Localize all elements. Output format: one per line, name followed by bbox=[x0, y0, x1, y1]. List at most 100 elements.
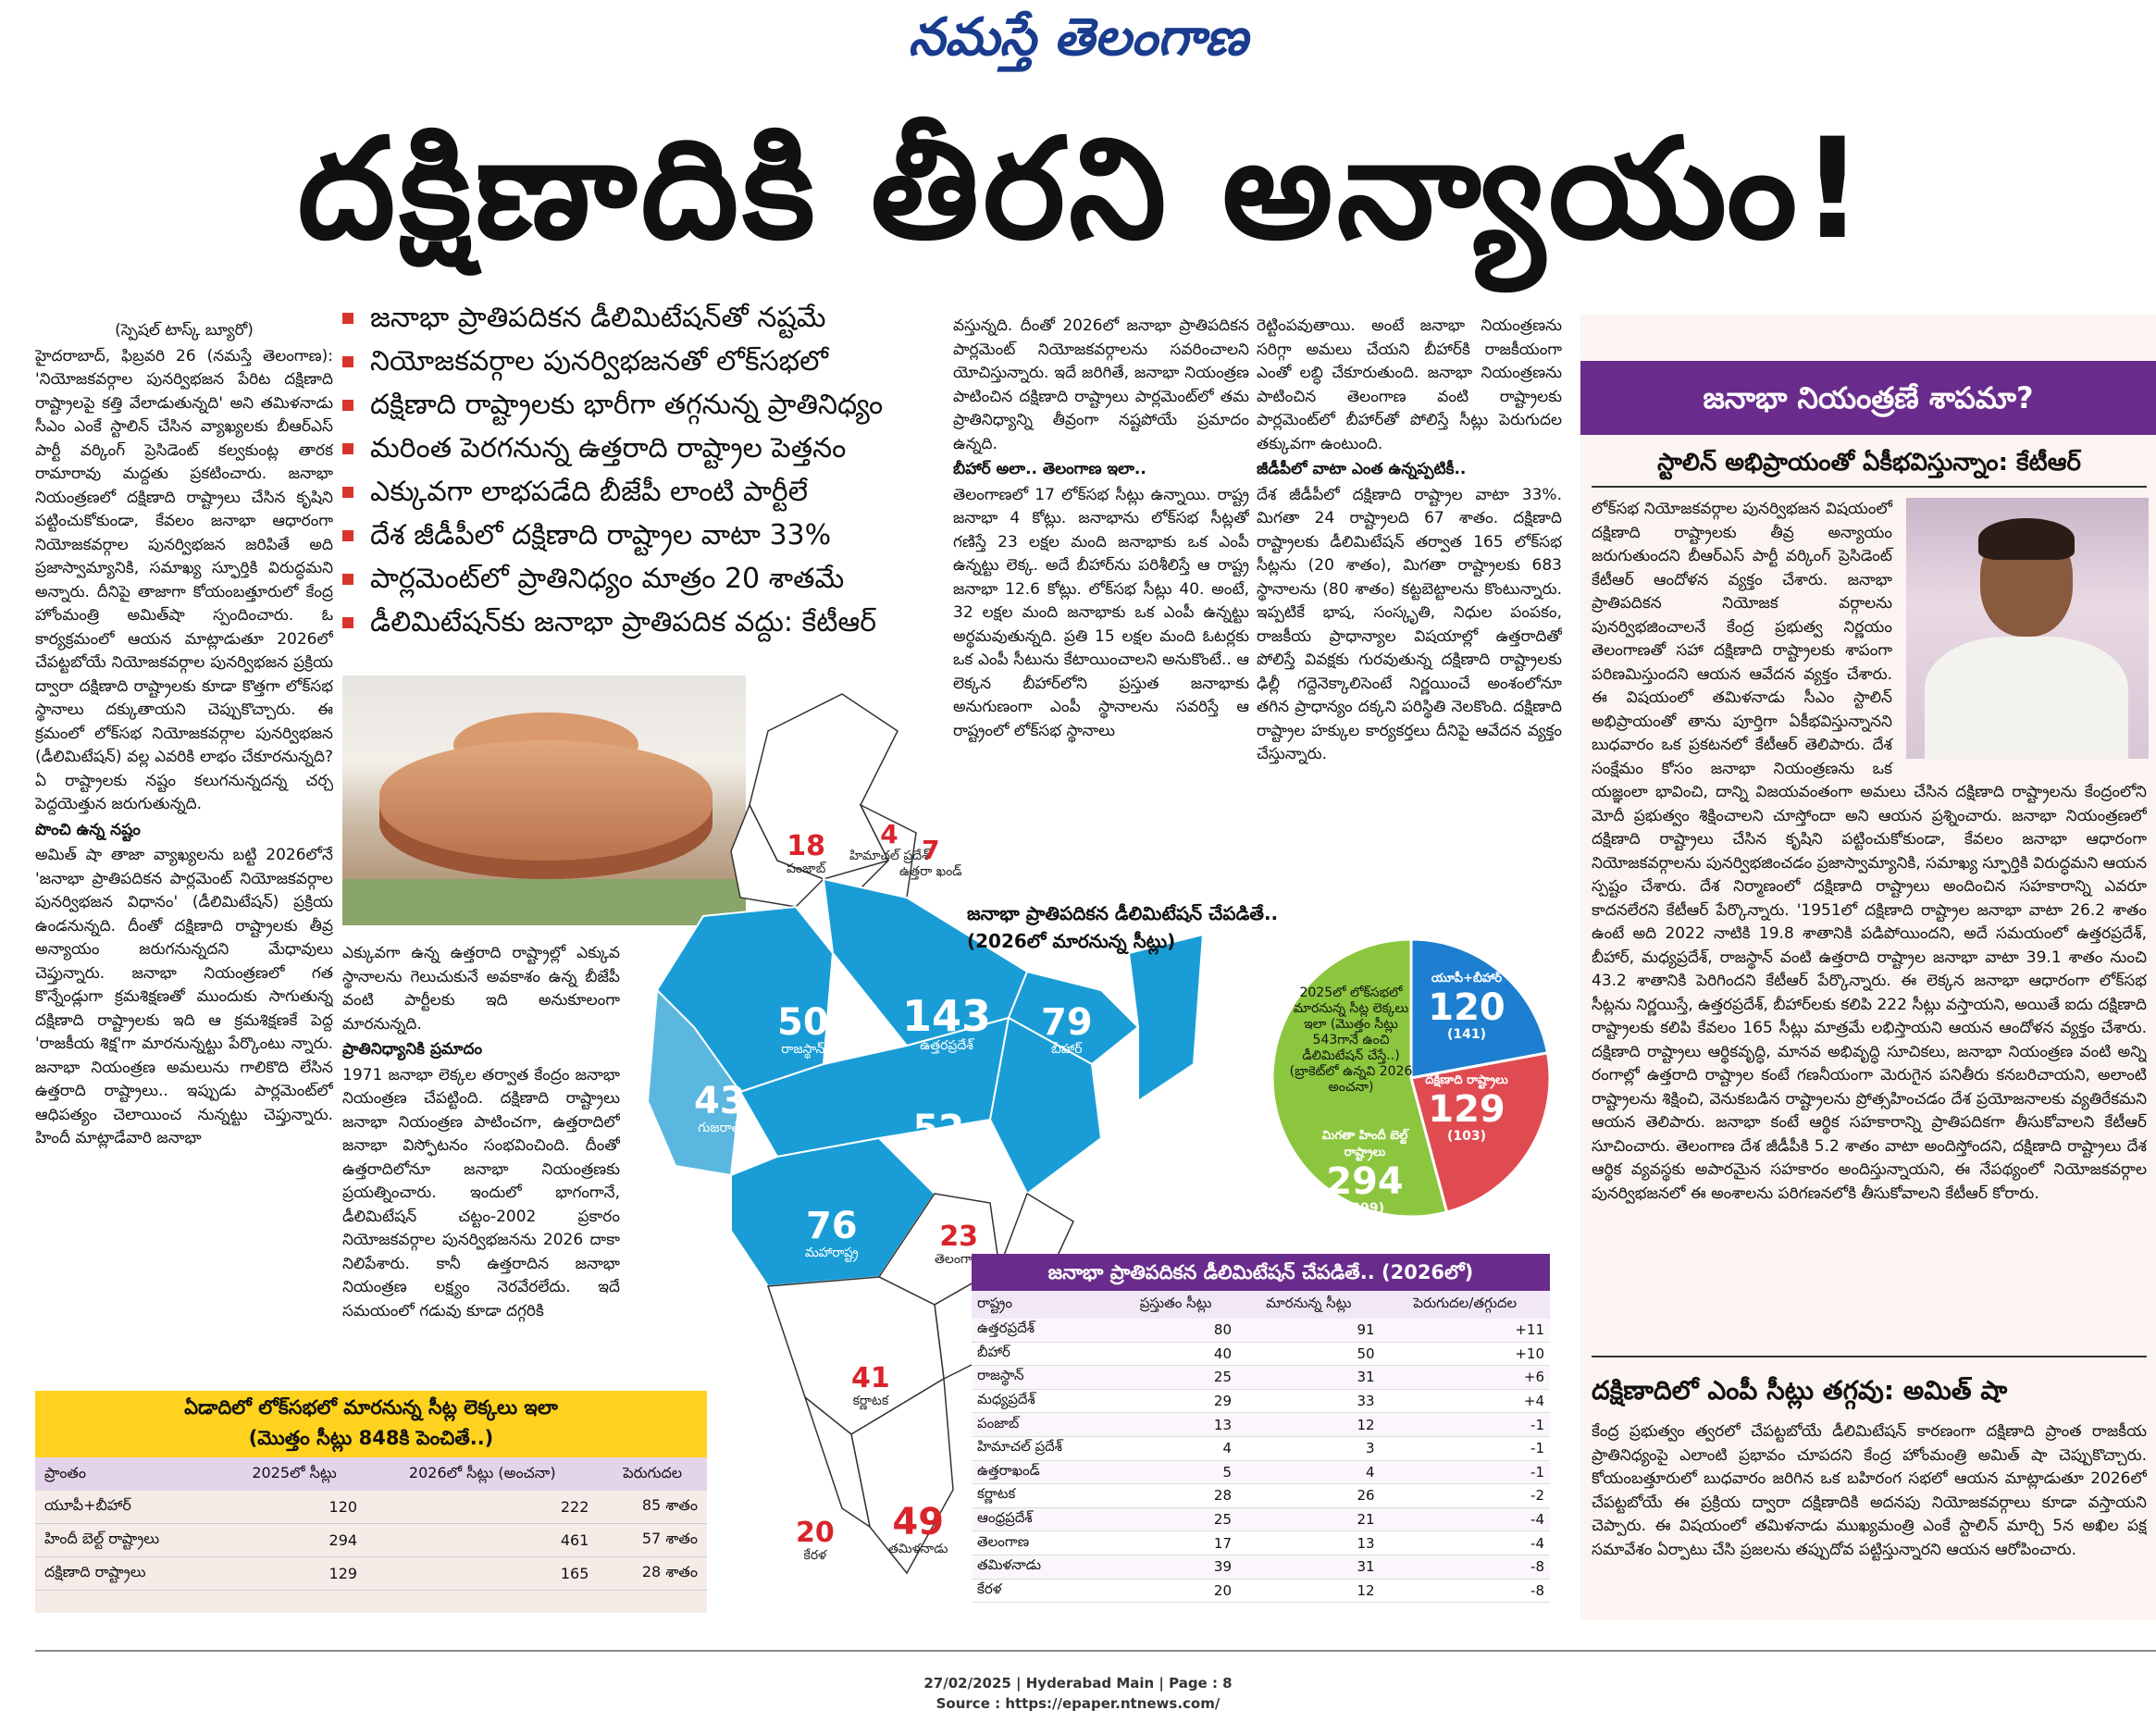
map-state-name: రాజస్థాన్ bbox=[781, 1042, 825, 1057]
table-cell: యూపీ+బీహార్ bbox=[35, 1491, 223, 1524]
bullet-square-icon bbox=[342, 574, 353, 585]
table-header: ప్రస్తుతం సీట్లు bbox=[1114, 1291, 1238, 1319]
para-col2-0: ఎక్కువగా ఉన్న ఉత్తరాది రాష్ట్రాల్లో ఎక్క… bbox=[342, 944, 620, 1034]
masthead: నమస్తే తెలంగాణ bbox=[908, 6, 1248, 68]
table-row: బీహార్ 40 50 +10 bbox=[972, 1342, 1550, 1367]
bullet-text: డీలిమిటేషన్‌కు జనాభా ప్రాతిపదిక వద్దు: క… bbox=[370, 606, 877, 638]
map-state-seats: 7 bbox=[922, 835, 940, 865]
table-cell: ఉత్తరప్రదేశ్ bbox=[972, 1319, 1115, 1343]
para-col1-2: అమిత్ షా తాజా వ్యాఖ్యలను బట్టి 2026లోనే … bbox=[35, 846, 333, 1147]
table-cell: 50 bbox=[1237, 1342, 1381, 1367]
table-cell: 31 bbox=[1237, 1365, 1381, 1390]
table2-title: జనాభా ప్రాతిపదికన డీలిమిటేషన్ చేపడితే.. … bbox=[972, 1254, 1550, 1291]
para-col4-0: రెట్టింపవుతాయి. అంటే జనాభా నియంత్రణను సర… bbox=[1257, 316, 1562, 453]
map-state-name: ఉత్తరా ఖండ్ bbox=[899, 864, 962, 879]
bullet-item: దక్షిణాది రాష్ట్రాలకు భారీగా తగ్గనున్న ప… bbox=[342, 383, 935, 427]
subhead-col3-1: బీహార్ అలా.. తెలంగాణ ఇలా.. bbox=[953, 460, 1146, 478]
india-map: 18 పంజాబ్ 4 హిమాచల్ ప్రదేశ్ 7 ఉత్తరా ఖండ్ 50 రా… bbox=[638, 675, 1212, 1601]
ktr-photo bbox=[1906, 498, 2149, 759]
map-state-label: 43 గుజరాత్ bbox=[694, 1083, 746, 1134]
table-row: హిమాచల్ ప్రదేశ్ 4 3 -1 bbox=[972, 1436, 1550, 1461]
para-col4-2: దేశ జీడీపీలో దక్షిణాది రాష్ట్రాల వాటా 33… bbox=[1257, 485, 1562, 764]
table-cell: 25 bbox=[1114, 1507, 1238, 1532]
table-cell: పంజాబ్ bbox=[972, 1412, 1115, 1437]
table-row: రాజస్థాన్ 25 31 +6 bbox=[972, 1365, 1550, 1390]
table1-title: ఏడాదిలో లోక్‌సభలో మారనున్న సీట్ల లెక్కలు… bbox=[184, 1396, 558, 1419]
map-state-name: కర్ణాటక bbox=[852, 1394, 889, 1408]
bullet-square-icon bbox=[342, 313, 353, 324]
map-state-label: 20 కేరళ bbox=[796, 1517, 835, 1563]
table-cell: 91 bbox=[1237, 1319, 1381, 1343]
table-cell: 5 bbox=[1114, 1460, 1238, 1485]
subhead-col4-1: జీడీపీలో వాటా ఎంత ఉన్నప్పటికీ.. bbox=[1257, 460, 1467, 478]
table1: ప్రాంతం 2025లో సీట్లు 2026లో సీట్లు (అంచనా… bbox=[35, 1457, 707, 1591]
table-cell: -1 bbox=[1380, 1436, 1550, 1461]
map-state-seats: 50 bbox=[777, 1001, 829, 1044]
table-cell: 4 bbox=[1237, 1460, 1381, 1485]
map-state-seats: 79 bbox=[1041, 1001, 1093, 1044]
map-state-label: 52 మధ్యప్రదేశ్ bbox=[911, 1110, 966, 1162]
map-state-name: మహారాష్ట్ర bbox=[805, 1245, 859, 1260]
table-cell: హిమాచల్ ప్రదేశ్ bbox=[972, 1436, 1115, 1461]
table-cell: -8 bbox=[1380, 1555, 1550, 1580]
table-cell: -8 bbox=[1380, 1579, 1550, 1604]
table-row: ఉత్తరప్రదేశ్ 80 91 +11 bbox=[972, 1319, 1550, 1343]
map-state-seats: 20 bbox=[796, 1517, 835, 1549]
column-3: వస్తున్నది. దీంతో 2026లో జనాభా ప్రాతిపది… bbox=[953, 315, 1249, 888]
table-cell: ఉత్తరాఖండ్ bbox=[972, 1460, 1115, 1485]
bullet-square-icon bbox=[342, 400, 353, 411]
table-cell: -1 bbox=[1380, 1460, 1550, 1485]
table-cell: 39 bbox=[1114, 1555, 1238, 1580]
map-state-label: 41 కర్ణాటక bbox=[851, 1365, 890, 1408]
para-col3-2: తెలంగాణలో 17 లోక్‌సభ సీట్లు ఉన్నాయి. రాష… bbox=[953, 485, 1249, 740]
parliament-photo bbox=[342, 675, 746, 925]
map-bihar bbox=[1007, 970, 1140, 1066]
table-cell: 29 bbox=[1114, 1389, 1238, 1414]
pie-slice-projection: (103) bbox=[1446, 1129, 1487, 1144]
table-cell: ఆంధ్రప్రదేశ్ bbox=[972, 1507, 1115, 1532]
table-cell: 13 bbox=[1114, 1412, 1238, 1437]
map-state-label: 4 హిమాచల్ ప్రదేశ్ bbox=[849, 822, 929, 863]
map-state-seats: 143 bbox=[902, 991, 992, 1041]
table-cell: 85 శాతం bbox=[598, 1491, 707, 1524]
byline: (స్పెషల్ టాస్క్ బ్యూరో) bbox=[115, 321, 254, 340]
map-state-seats: 52 bbox=[912, 1108, 965, 1150]
table-cell: 26 bbox=[1237, 1483, 1381, 1508]
map-state-label: 50 రాజస్థాన్ bbox=[777, 1004, 829, 1056]
map-state-name: ఉత్తరప్రదేశ్ bbox=[920, 1038, 973, 1053]
table-cell: 28 శాతం bbox=[598, 1556, 707, 1591]
sidebar-text-2: కేంద్ర ప్రభుత్వం త్వరలో చేపట్టబోయే డీలిమ… bbox=[1592, 1420, 2147, 1619]
footer-line-1: 27/02/2025 | Hyderabad Main | Page : 8 bbox=[923, 1675, 1233, 1692]
map-kerala bbox=[803, 1394, 872, 1529]
table-cell: 12 bbox=[1237, 1579, 1381, 1604]
bullet-text: దక్షిణాది రాష్ట్రాలకు భారీగా తగ్గనున్న ప… bbox=[370, 389, 884, 421]
map-state-name: మధ్యప్రదేశ్ bbox=[911, 1148, 966, 1163]
table-cell: 20 bbox=[1114, 1579, 1238, 1604]
table-cell: కేరళ bbox=[972, 1579, 1115, 1604]
bullet-item: పార్లమెంట్‌లో ప్రాతినిధ్యం మాత్రం 20 శాత… bbox=[342, 557, 935, 601]
table-cell: తెలంగాణ bbox=[972, 1531, 1115, 1555]
table-row: తమిళనాడు 39 31 -8 bbox=[972, 1555, 1550, 1580]
table-row: కర్ణాటక 28 26 -2 bbox=[972, 1483, 1550, 1508]
pie-slice bbox=[1270, 937, 1449, 1219]
table-row: తెలంగాణ 17 13 -4 bbox=[972, 1531, 1550, 1555]
table-cell: 17 bbox=[1114, 1531, 1238, 1555]
bullet-item: జనాభా ప్రాతిపదికన డీలిమిటేషన్‌తో నష్టమే bbox=[342, 296, 935, 340]
map-state-name: బీహార్ bbox=[1051, 1042, 1083, 1057]
headline: దక్షిణాదికి తీరని అన్యాయం! bbox=[297, 109, 1868, 270]
sidebar-subheading-2: దక్షిణాదిలో ఎంపీ సీట్లు తగ్గవు: అమిత్ షా bbox=[1592, 1356, 2147, 1419]
bullet-item: డీలిమిటేషన్‌కు జనాభా ప్రాతిపదిక వద్దు: క… bbox=[342, 601, 935, 644]
map-state-name: గుజరాత్ bbox=[698, 1121, 742, 1135]
table-header: ప్రాంతం bbox=[35, 1457, 223, 1491]
map-state-name: హిమాచల్ ప్రదేశ్ bbox=[849, 849, 929, 863]
table-row: ఉత్తరాఖండ్ 5 4 -1 bbox=[972, 1460, 1550, 1485]
map-state-label: 23 తెలంగాణ bbox=[935, 1223, 983, 1267]
bullet-item: ఎక్కువగా లాభపడేది బీజేపీ లాంటి పార్టీలే bbox=[342, 470, 935, 514]
table-cell: -4 bbox=[1380, 1507, 1550, 1532]
table-row: దక్షిణాది రాష్ట్రాలు 129 165 28 శాతం bbox=[35, 1556, 707, 1591]
map-state-name: పంజాబ్ bbox=[787, 861, 826, 876]
map-state-name: కేరళ bbox=[803, 1548, 827, 1563]
map-svg bbox=[646, 693, 1205, 1575]
table-cell: 57 శాతం bbox=[598, 1523, 707, 1557]
table-cell: 461 bbox=[366, 1523, 599, 1557]
